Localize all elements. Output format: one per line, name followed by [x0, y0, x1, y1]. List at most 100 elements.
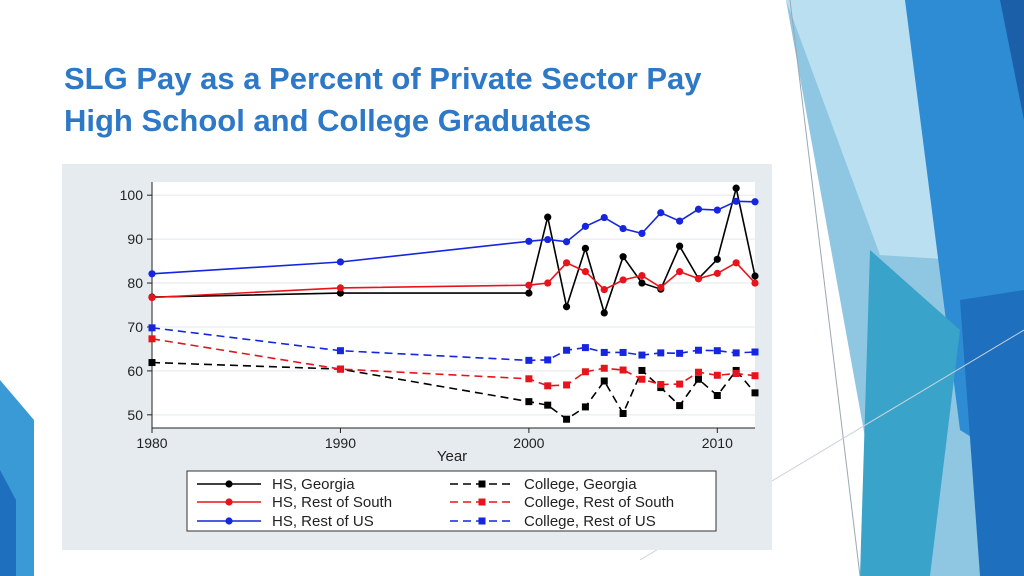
y-tick-label: 90 [127, 231, 143, 247]
plot-area [152, 182, 755, 428]
data-point-college-rest-of-south [619, 366, 627, 374]
legend-label-college-rest-of-south: College, Rest of South [524, 494, 674, 511]
data-point-college-rest-of-south [751, 372, 759, 380]
data-point-college-rest-of-south [657, 381, 665, 389]
data-point-hs-georgia [544, 213, 552, 221]
slide-title: SLG Pay as a Percent of Private Sector P… [64, 58, 702, 142]
legend-marker [225, 498, 233, 506]
data-point-college-rest-of-south [600, 364, 608, 372]
data-point-hs-rest-of-us [148, 270, 156, 278]
data-point-hs-georgia [713, 255, 721, 263]
data-point-hs-rest-of-us [694, 205, 703, 213]
data-point-college-rest-of-us [619, 348, 627, 356]
data-point-hs-rest-of-south [694, 275, 703, 283]
data-point-college-georgia [751, 389, 759, 397]
data-point-hs-rest-of-us [562, 238, 571, 246]
data-point-hs-rest-of-south [581, 268, 590, 276]
data-point-hs-rest-of-us [336, 258, 345, 266]
data-point-hs-rest-of-south [676, 268, 684, 276]
data-point-college-georgia [581, 403, 589, 411]
legend-label-hs-georgia: HS, Georgia [272, 476, 355, 493]
legend-marker [225, 480, 233, 488]
data-point-college-rest-of-south [148, 335, 156, 343]
data-point-college-rest-of-south [713, 371, 721, 379]
data-point-college-rest-of-south [638, 375, 646, 383]
legend-marker [478, 517, 486, 525]
legend-marker [478, 498, 486, 506]
slide-title-line-2: High School and College Graduates [64, 103, 592, 138]
data-point-college-rest-of-south [336, 365, 344, 373]
data-point-college-georgia [148, 359, 156, 367]
data-point-college-georgia [544, 401, 552, 409]
data-point-hs-rest-of-us [657, 209, 665, 217]
data-point-college-rest-of-south [694, 368, 702, 376]
data-point-hs-georgia [581, 244, 590, 252]
chart-panel: 50 60 70 80 90 100 1980 1990 2000 2010 Year HS, … [62, 164, 772, 550]
data-point-hs-georgia [732, 184, 740, 192]
data-point-college-rest-of-us [638, 351, 646, 359]
data-point-college-georgia [600, 377, 608, 385]
data-point-college-rest-of-us [657, 349, 665, 357]
data-point-hs-georgia [619, 253, 627, 261]
legend-marker [478, 480, 486, 488]
data-point-hs-rest-of-us [676, 217, 684, 225]
data-point-college-rest-of-us [581, 344, 589, 352]
x-axis-title: Year [437, 448, 467, 465]
y-tick-label: 50 [127, 407, 143, 423]
data-point-hs-georgia [676, 242, 684, 250]
data-point-college-georgia [676, 402, 684, 410]
x-tick-label: 1980 [136, 435, 167, 451]
data-point-college-rest-of-us [600, 348, 608, 356]
data-point-college-georgia [525, 398, 533, 406]
data-point-college-rest-of-us [676, 349, 684, 357]
x-tick-label: 2010 [702, 435, 733, 451]
y-tick-label: 80 [127, 275, 143, 291]
data-point-college-rest-of-south [676, 380, 684, 388]
line-chart: 50 60 70 80 90 100 1980 1990 2000 2010 Year HS, … [120, 182, 759, 532]
legend-marker [225, 517, 233, 525]
data-point-college-georgia [638, 366, 646, 374]
data-point-hs-rest-of-us [600, 213, 608, 222]
x-tick-label: 2000 [513, 435, 544, 451]
data-point-hs-rest-of-south [148, 293, 156, 302]
y-tick-label: 70 [127, 319, 143, 335]
slide-title-line-1: SLG Pay as a Percent of Private Sector P… [64, 61, 702, 96]
series-line-college-rest-of-south [151, 338, 756, 387]
data-point-hs-rest-of-south [638, 271, 646, 280]
legend-label-hs-rest-of-south: HS, Rest of South [272, 494, 392, 511]
data-point-hs-rest-of-us [713, 206, 721, 214]
legend-label-college-georgia: College, Georgia [524, 476, 637, 493]
data-point-college-georgia [563, 415, 571, 423]
legend-label-hs-rest-of-us: HS, Rest of US [272, 513, 374, 530]
data-point-hs-georgia [525, 289, 533, 297]
data-point-hs-georgia [336, 289, 345, 297]
data-point-college-rest-of-us [694, 346, 702, 354]
data-point-hs-rest-of-us [751, 198, 759, 206]
data-point-college-rest-of-south [581, 368, 589, 376]
data-point-hs-rest-of-south [525, 281, 533, 289]
data-point-hs-rest-of-us [581, 222, 590, 230]
data-point-hs-georgia [562, 303, 571, 311]
data-point-hs-georgia [600, 309, 608, 317]
data-point-college-rest-of-us [732, 349, 740, 357]
data-point-hs-georgia [751, 272, 759, 280]
data-point-hs-rest-of-us [732, 197, 740, 205]
legend-label-college-rest-of-us: College, Rest of US [524, 513, 656, 530]
data-point-hs-rest-of-south [732, 259, 740, 267]
data-point-hs-rest-of-south [600, 286, 608, 294]
data-point-college-rest-of-south [525, 375, 533, 383]
data-point-hs-rest-of-south [336, 284, 345, 292]
data-point-hs-rest-of-us [638, 229, 646, 237]
data-point-college-rest-of-south [563, 381, 571, 389]
data-point-hs-rest-of-south [562, 259, 571, 267]
y-tick-label: 100 [120, 187, 144, 203]
data-point-hs-rest-of-south [544, 279, 552, 287]
data-point-college-rest-of-us [751, 348, 759, 356]
data-point-college-rest-of-us [544, 356, 552, 364]
data-point-hs-rest-of-south [657, 283, 665, 292]
data-point-college-georgia [713, 391, 721, 399]
data-point-college-rest-of-south [544, 382, 552, 390]
data-point-college-rest-of-us [525, 356, 533, 364]
data-point-college-rest-of-us [563, 346, 571, 354]
